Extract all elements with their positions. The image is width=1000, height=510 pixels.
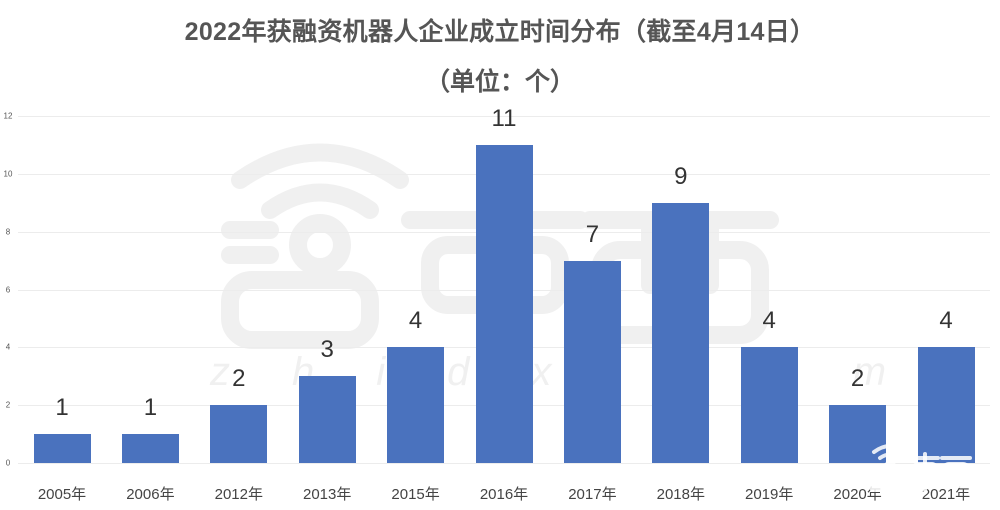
bar-value-label: 1 [143, 394, 158, 422]
bar [387, 347, 445, 463]
bar-value-label: 2 [850, 365, 865, 393]
bar [475, 144, 533, 463]
bar [917, 347, 975, 463]
bar [33, 434, 91, 463]
bar [298, 376, 356, 463]
bar-value-label: 7 [585, 220, 600, 248]
bar-value-label: 4 [762, 307, 776, 335]
x-axis-label: 2020年 [833, 486, 882, 503]
bar [829, 405, 887, 463]
bar [563, 260, 621, 463]
x-axis-label: 2018年 [656, 486, 705, 503]
chart-subtitle: （单位：个） [424, 68, 575, 96]
y-tick-label: 12 [3, 111, 13, 121]
x-axis-label: 2012年 [214, 486, 263, 503]
y-tick-label: 8 [5, 227, 11, 237]
bar-value-label: 2 [232, 365, 246, 393]
x-axis-label: 2006年 [126, 486, 175, 503]
y-tick-label: 10 [3, 169, 13, 179]
x-axis-label: 2013年 [303, 486, 352, 503]
y-tick-label: 4 [5, 342, 11, 352]
bar [740, 347, 798, 463]
bar-value-label: 11 [491, 104, 517, 132]
bar-value-label: 3 [320, 336, 334, 364]
y-tick-label: 6 [5, 285, 11, 294]
gridline [18, 463, 990, 464]
bar [121, 434, 179, 463]
gridline [18, 116, 990, 117]
x-axis-label: 2016年 [479, 486, 529, 503]
x-axis-label: 2021年 [921, 486, 971, 503]
bar-value-label: 4 [408, 307, 423, 335]
bar-value-label: 1 [55, 394, 69, 422]
bar [652, 202, 710, 463]
bar [210, 405, 268, 463]
chart-title: 2022年获融资机器人企业成立时间分布（截至4月14日） [184, 18, 816, 46]
x-axis-label: 2019年 [745, 486, 794, 503]
bar-value-label: 4 [939, 307, 953, 335]
y-tick-label: 0 [5, 458, 11, 468]
x-axis-label: 2005年 [37, 486, 87, 503]
x-axis-label: 2017年 [568, 486, 617, 503]
x-axis-label: 2015年 [391, 486, 440, 503]
y-tick-label: 2 [5, 400, 11, 410]
bar-value-label: 9 [674, 162, 688, 190]
